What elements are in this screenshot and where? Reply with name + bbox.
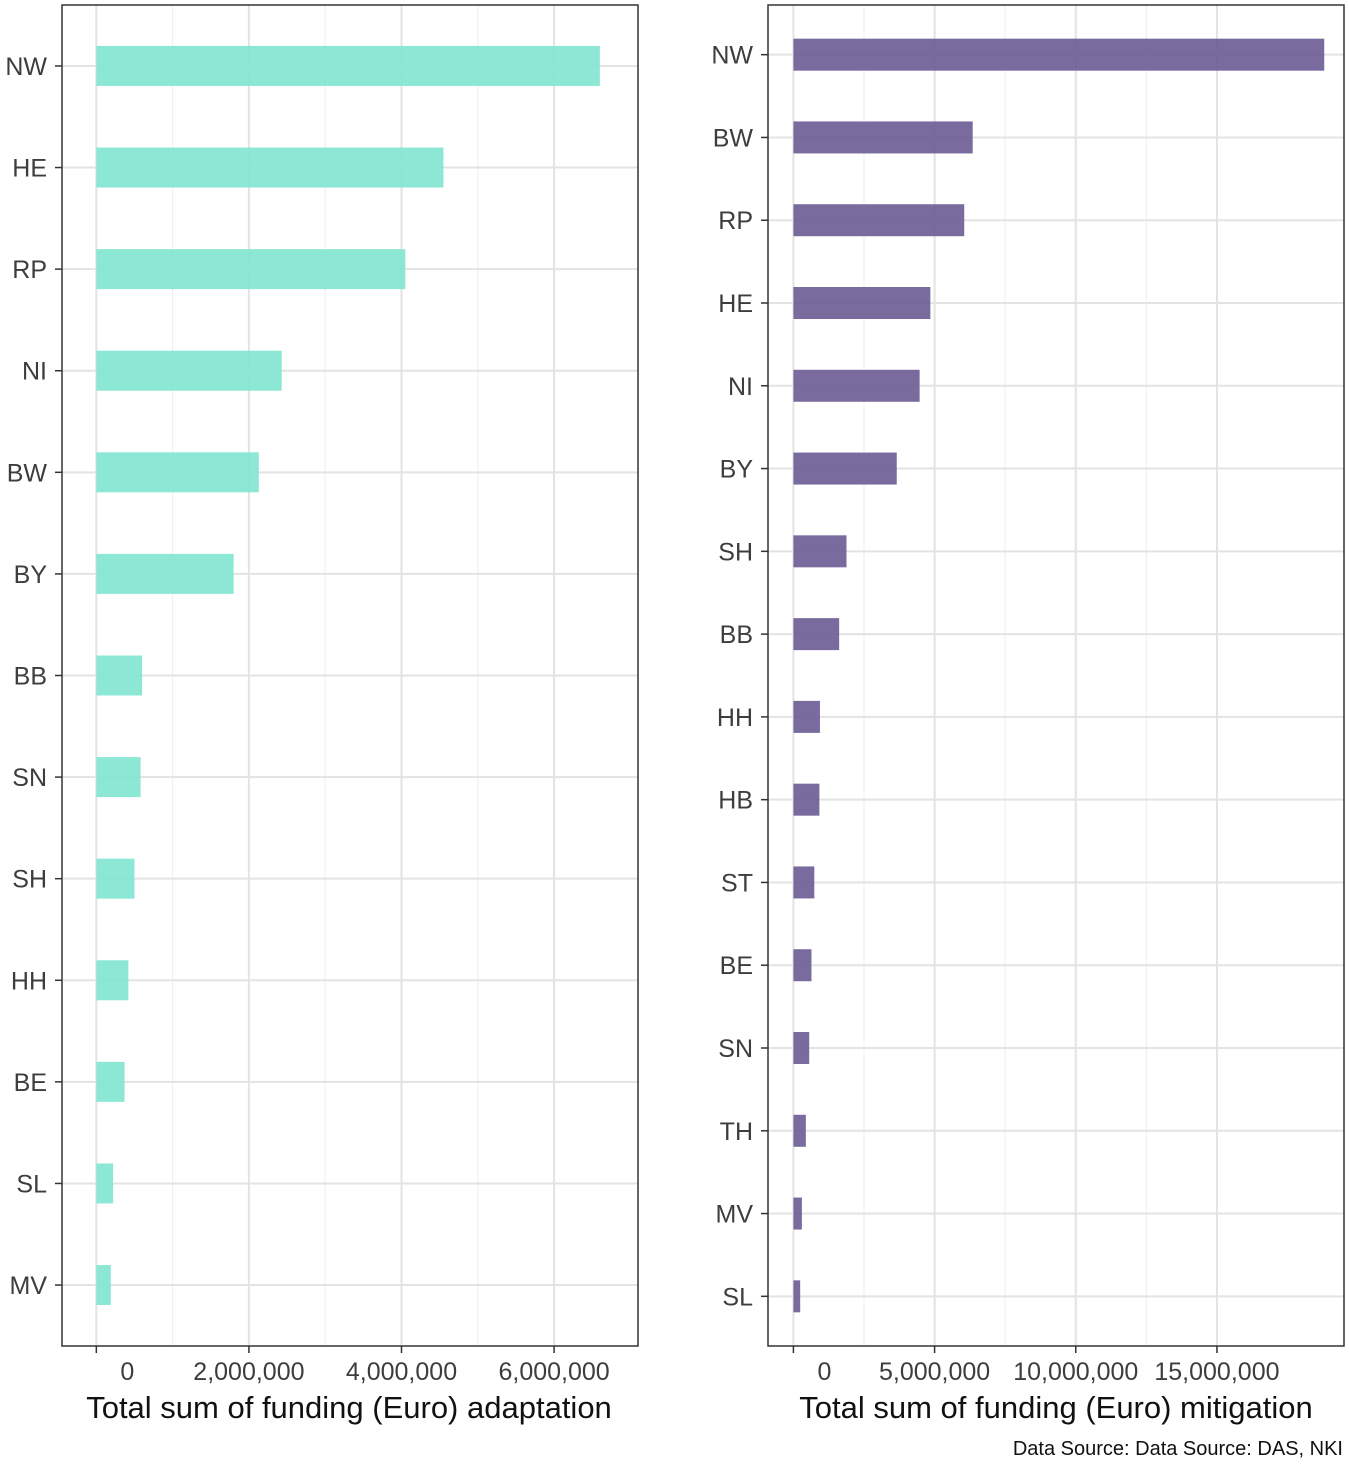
y-tick-label: NI [22, 358, 47, 386]
bar-nw [793, 38, 1325, 71]
y-tick-label: NI [728, 373, 753, 401]
bar-bb [96, 655, 143, 696]
bar-nw [96, 45, 600, 86]
x-axis-title: Total sum of funding (Euro) mitigation [799, 1390, 1312, 1425]
bar-st [793, 866, 815, 899]
y-tick-label: BW [7, 459, 48, 487]
x-tick-label: 0 [817, 1358, 831, 1386]
bar-by [96, 553, 234, 594]
y-tick-label: BW [713, 124, 754, 152]
bar-hh [793, 700, 820, 733]
y-tick-label: BB [14, 663, 47, 691]
bar-hb [793, 783, 820, 816]
y-tick-label: ST [721, 869, 753, 897]
bar-rp [96, 249, 406, 290]
y-tick-label: TH [720, 1118, 753, 1146]
x-axis-title: Total sum of funding (Euro) adaptation [86, 1390, 612, 1425]
y-tick-label: MV [716, 1201, 754, 1229]
x-tick-label: 15,000,000 [1154, 1358, 1279, 1386]
y-tick-label: BY [14, 561, 48, 589]
bar-ni [96, 350, 282, 391]
bar-bb [793, 618, 840, 651]
bar-be [793, 949, 812, 982]
y-tick-label: RP [12, 256, 47, 284]
bar-rp [793, 204, 965, 237]
bar-th [793, 1114, 806, 1147]
bar-sl [793, 1280, 801, 1313]
y-tick-label: BE [14, 1069, 47, 1097]
bar-sn [96, 757, 141, 798]
y-tick-label: BB [720, 621, 753, 649]
y-tick-label: BE [720, 952, 753, 980]
bar-by [793, 452, 897, 485]
y-tick-label: SN [718, 1035, 753, 1063]
y-tick-label: BY [720, 456, 754, 484]
bar-he [793, 287, 931, 319]
y-tick-label: HH [717, 704, 753, 732]
data-source-note: Data Source: Data Source: DAS, NKI [1013, 1438, 1343, 1460]
mitigation-panel: NW BW RP HE NI BY SH BB HH HB ST BE SN TH MV SL 0 5,000,0… [711, 4, 1345, 1425]
y-tick-label: SN [12, 764, 47, 792]
adaptation-panel: NW HE RP NI BW BY BB SN SH HH BE SL MV 0 2,000,000 4,00… [5, 4, 639, 1425]
x-tick-label: 6,000,000 [498, 1358, 609, 1386]
bar-sn [793, 1032, 810, 1064]
x-tick-label: 0 [120, 1358, 134, 1386]
y-tick-label: NW [711, 42, 753, 70]
y-tick-label: SL [722, 1283, 753, 1311]
bar-ni [793, 369, 920, 402]
y-tick-label: SL [16, 1170, 47, 1198]
x-tick-label: 10,000,000 [1013, 1358, 1138, 1386]
bar-he [96, 147, 444, 188]
y-tick-label: MV [10, 1272, 48, 1300]
y-tick-label: HH [11, 967, 47, 995]
y-tick-label: RP [718, 207, 753, 235]
bar-mv [96, 1265, 111, 1306]
y-tick-label: SH [718, 538, 753, 566]
x-tick-label: 5,000,000 [879, 1358, 990, 1386]
bar-mv [793, 1197, 802, 1230]
bar-bw [96, 452, 259, 493]
y-tick-label: HE [718, 290, 753, 318]
panel-border [767, 4, 1345, 1347]
bar-bw [793, 121, 973, 154]
y-tick-label: HE [12, 155, 47, 183]
bar-sh [793, 535, 847, 568]
y-tick-label: HB [718, 787, 753, 815]
y-tick-label: SH [12, 866, 47, 894]
bar-hh [96, 960, 129, 1001]
bar-sl [96, 1163, 114, 1204]
x-tick-label: 2,000,000 [193, 1358, 304, 1386]
y-tick-label: NW [5, 53, 47, 81]
bar-be [96, 1061, 125, 1102]
bar-sh [96, 858, 135, 899]
x-tick-label: 4,000,000 [346, 1358, 457, 1386]
